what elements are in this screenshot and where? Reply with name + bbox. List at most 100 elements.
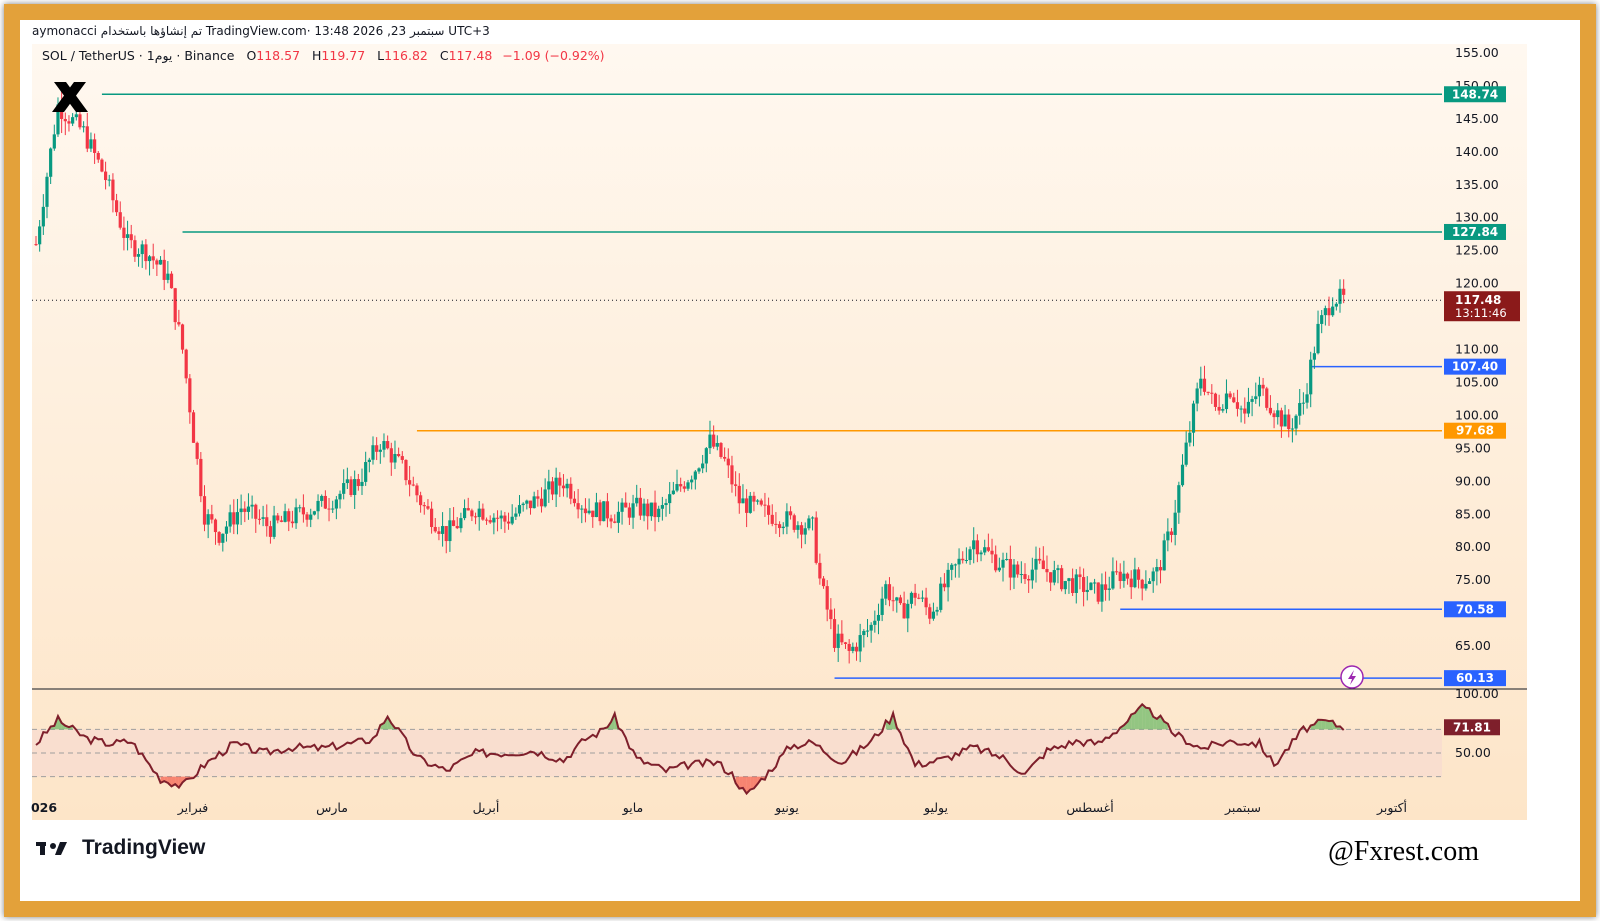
candle-body [997,567,1001,571]
level-badge-label: 107.40 [1452,360,1498,374]
level-badge-label: 60.13 [1456,671,1494,685]
candle-body [620,502,624,512]
candle-body [364,462,368,482]
candle-body [627,507,631,518]
candle-body [426,506,430,509]
candle-body [913,592,917,598]
candle-body [484,519,489,521]
candle-body [1122,573,1126,582]
rsi-axis-tick: 100.00 [1455,686,1499,701]
chart-background [32,44,1527,820]
level-badge [1444,601,1506,618]
candle-body [1243,408,1247,414]
rsi-overbought-fill [1138,704,1143,730]
candle-body [946,569,950,588]
candle-body [481,508,485,520]
candle-body [869,624,873,631]
candle-body [715,443,719,447]
candle-body [503,515,507,522]
candle-body [1235,402,1240,409]
candle-body [873,620,877,625]
candle-body [821,578,826,587]
candle-body [704,448,708,464]
candle-body [1246,401,1251,414]
candle-body [1290,428,1294,430]
candle-body [140,244,144,255]
candle-body [931,611,936,619]
candle-body [712,434,716,447]
candle-body [239,508,243,513]
candle-body [400,456,404,460]
candle-body [195,442,199,459]
candle-body [180,324,185,350]
candle-body [682,486,686,489]
candle-body [902,603,906,619]
candle-body [591,510,595,518]
level-badge [1444,422,1506,439]
candle-body [935,609,939,612]
candle-body [1016,564,1020,575]
candle-body [1327,308,1331,316]
candle-body [349,479,353,495]
candle-body [232,512,236,525]
candle-body [598,502,602,522]
candle-body [1136,569,1141,580]
candle-body [752,495,756,502]
candle-body [858,635,862,652]
candle-body [162,259,166,280]
candle-body [983,547,987,553]
candle-body [419,495,423,506]
candle-body [1045,568,1049,573]
candle-body [470,510,474,517]
candle-body [331,508,335,510]
candle-body [1089,582,1093,590]
candle-body [1151,571,1155,582]
symbol-name[interactable]: SOL / TetherUS · 1يوم · Binance [42,48,235,63]
time-axis-tick: مايو [622,800,643,816]
candle-body [360,481,364,487]
candle-body [1228,393,1232,398]
candle-body [605,501,610,519]
candle-body [745,498,749,513]
candle-body [565,483,569,489]
rsi-value-label: 71.81 [1453,720,1491,734]
candle-body [814,517,818,563]
candle-body [1049,572,1053,583]
candle-body [89,139,93,149]
candle-body [547,481,551,490]
candle-body [847,643,851,651]
price-axis-tick: 75.00 [1455,572,1491,587]
candle-body [1041,560,1045,569]
price-axis-tick: 90.00 [1455,473,1491,488]
time-axis-tick: سبتمبر [1224,800,1261,816]
time-axis-tick: مارس [316,800,348,816]
open-label: O [246,48,257,63]
change-value: −1.09 (−0.92%) [502,48,605,63]
candle-body [1060,568,1064,590]
candle-body [825,586,829,610]
candle-body [649,502,653,517]
candle-body [972,540,976,550]
candle-body [1074,574,1078,594]
candle-body [1272,413,1276,418]
candle-body [202,496,207,525]
candle-body [199,458,203,497]
candle-body [250,504,254,507]
candle-body [832,619,837,648]
candle-body [843,642,848,644]
candle-body [580,508,584,510]
candle-body [1129,578,1133,588]
candle-body [690,479,694,483]
candle-body [1063,581,1067,590]
candle-body [371,445,375,460]
candle-body [1056,568,1060,571]
candle-body [191,412,196,443]
current-price-badge [1444,291,1520,322]
candle-body [166,273,170,280]
time-axis-tick: أغسطس [1066,799,1113,816]
candle-body [411,484,415,486]
candle-body [144,244,148,262]
candle-body [777,524,782,529]
candle-body [514,513,518,517]
